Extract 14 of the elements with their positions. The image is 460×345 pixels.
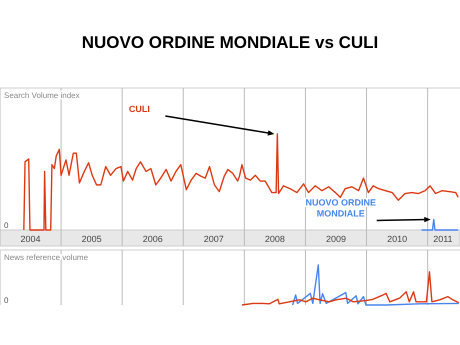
- x-tick-label: 2006: [142, 234, 163, 244]
- x-tick-label: 2011: [433, 234, 453, 244]
- x-tick-label: 2009: [326, 234, 346, 244]
- chart-title: NUOVO ORDINE MONDIALE vs CULI: [82, 33, 378, 52]
- annotation: 0: [4, 296, 9, 305]
- x-tick-label: 2007: [204, 234, 224, 244]
- text: NUOVO ORDINE MONDIALE: [305, 197, 376, 218]
- x-tick-label: 2008: [264, 234, 285, 244]
- y-axis-title: News reference volume: [4, 253, 89, 262]
- x-tick-label: 2010: [387, 234, 408, 244]
- text: CULI: [128, 104, 150, 114]
- x-tick-label: 2005: [82, 234, 102, 244]
- x-tick-label: 2004: [20, 234, 41, 244]
- annotation: 0: [4, 221, 9, 230]
